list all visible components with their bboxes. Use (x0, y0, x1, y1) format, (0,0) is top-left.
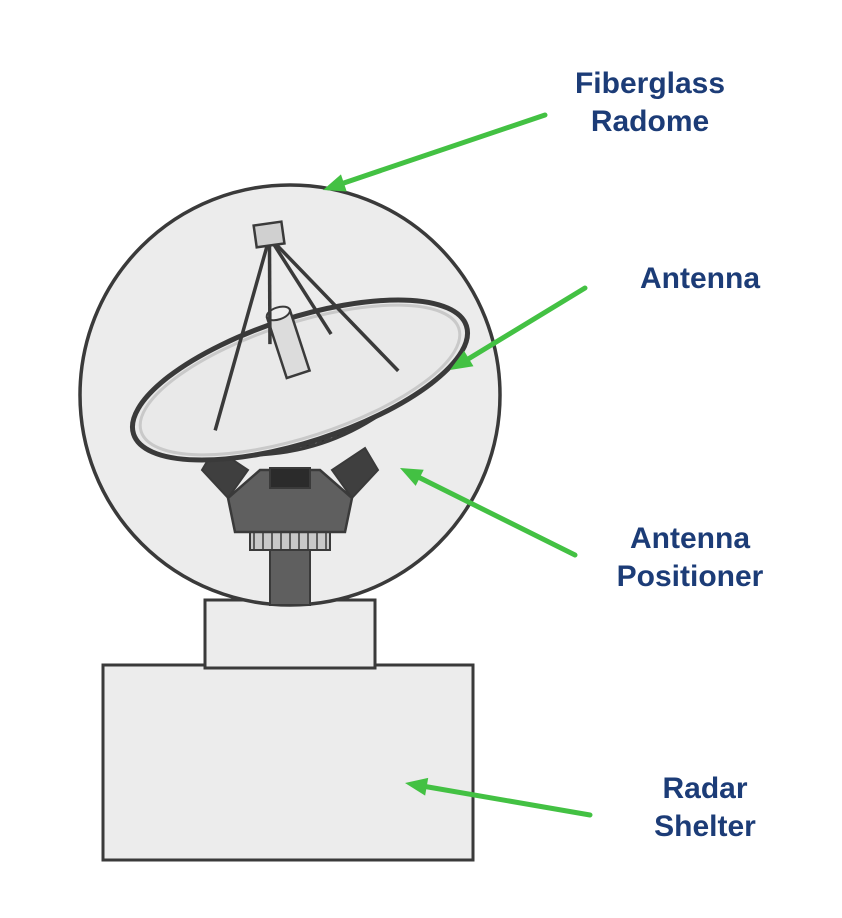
label-antenna-line1: Antenna (570, 260, 830, 298)
label-radome-line1: Fiberglass (520, 65, 780, 103)
label-radome-line2: Radome (520, 103, 780, 141)
label-radome: FiberglassRadome (520, 65, 780, 140)
feed-horn (254, 222, 285, 248)
pedestal-block (205, 600, 375, 668)
label-positioner: AntennaPositioner (560, 520, 820, 595)
label-shelter-line2: Shelter (595, 808, 815, 846)
label-positioner-line2: Positioner (560, 558, 820, 596)
mount-column (270, 545, 310, 605)
label-shelter-line1: Radar (595, 770, 815, 808)
arrow-radome (344, 115, 545, 183)
arrow-radome-head (323, 174, 347, 191)
label-positioner-line1: Antenna (560, 520, 820, 558)
radar-shelter-shape (103, 665, 473, 860)
label-shelter: RadarShelter (595, 770, 815, 845)
label-antenna: Antenna (570, 260, 830, 298)
